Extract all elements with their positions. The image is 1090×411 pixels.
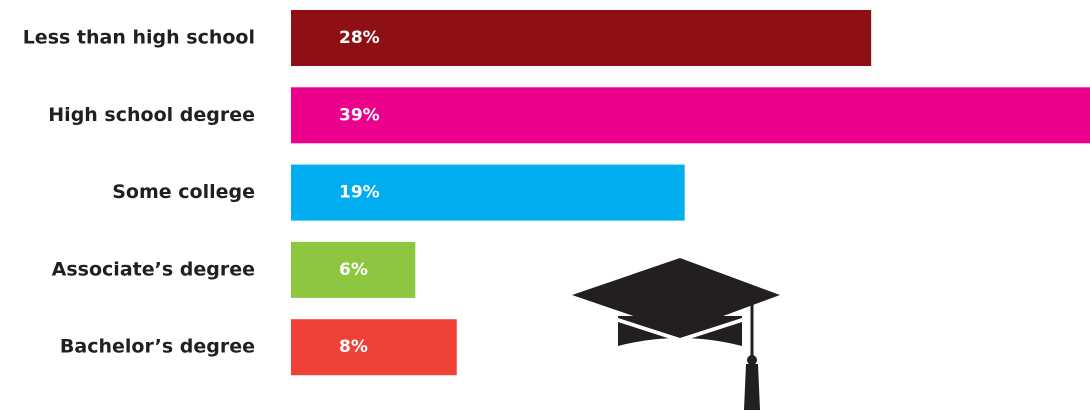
bar: [291, 10, 872, 66]
value-label: 28%: [339, 28, 380, 48]
bar: [291, 319, 457, 376]
bar: [291, 241, 416, 298]
value-label: 19%: [339, 183, 380, 203]
bar: [291, 164, 685, 221]
category-label: Associate’s degree: [52, 258, 255, 280]
bar: [291, 87, 1090, 144]
value-label: 6%: [339, 260, 368, 280]
value-label: 8%: [339, 337, 368, 357]
graduation-cap-icon: [572, 258, 780, 410]
category-label: High school degree: [48, 104, 255, 126]
category-label: Bachelor’s degree: [60, 336, 255, 358]
value-label: 39%: [339, 105, 380, 125]
category-label: Less than high school: [23, 27, 255, 49]
category-label: Some college: [112, 181, 255, 203]
